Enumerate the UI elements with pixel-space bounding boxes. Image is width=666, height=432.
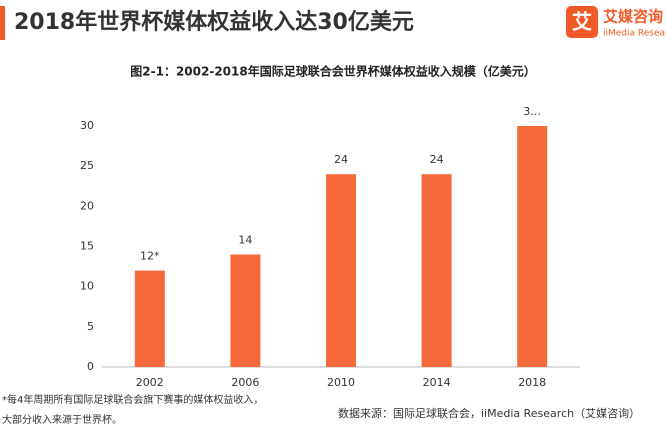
bar [517,126,548,367]
y-tick-label: 25 [80,159,94,172]
x-tick-label: 2014 [423,376,451,389]
logo-name: 艾媒咨询 [603,8,663,26]
y-tick-label: 15 [80,240,94,253]
y-tick-label: 5 [87,320,94,333]
logo-sub: iiMedia Research [603,29,666,39]
y-tick-label: 10 [80,280,94,293]
x-tick-label: 2002 [136,376,164,389]
bar [134,270,165,367]
bar [326,174,356,367]
x-tick-label: 2006 [231,376,259,389]
title-accent [0,6,5,40]
source: 数据来源：国际足球联合会，iiMedia Research（艾媒咨询） [338,406,640,420]
logo-icon [566,6,598,38]
chart-title: 图2-1：2002-2018年国际足球联合会世界杯媒体权益收入规模（亿美元） [130,64,535,79]
bar [421,174,452,367]
value-label: 24 [430,153,444,166]
value-label: 14 [238,234,252,247]
x-tick-label: 2018 [518,376,546,389]
y-tick-label: 20 [80,199,94,212]
footnote: *每4年周期所有国际足球联合会旗下赛事的媒体权益收入， [2,393,263,406]
bar [230,254,261,367]
page-title: 2018年世界杯媒体权益收入达30亿美元 [14,9,414,35]
y-tick-label: 0 [87,360,94,373]
y-tick-label: 30 [80,119,94,132]
footnote: 大部分收入来源于世界杯。 [2,413,122,426]
value-label: 3… [523,105,541,118]
x-tick-label: 2010 [327,376,355,389]
value-label: 24 [334,153,348,166]
value-label: 12* [140,250,160,263]
logo-mark: 艾 [572,10,592,34]
